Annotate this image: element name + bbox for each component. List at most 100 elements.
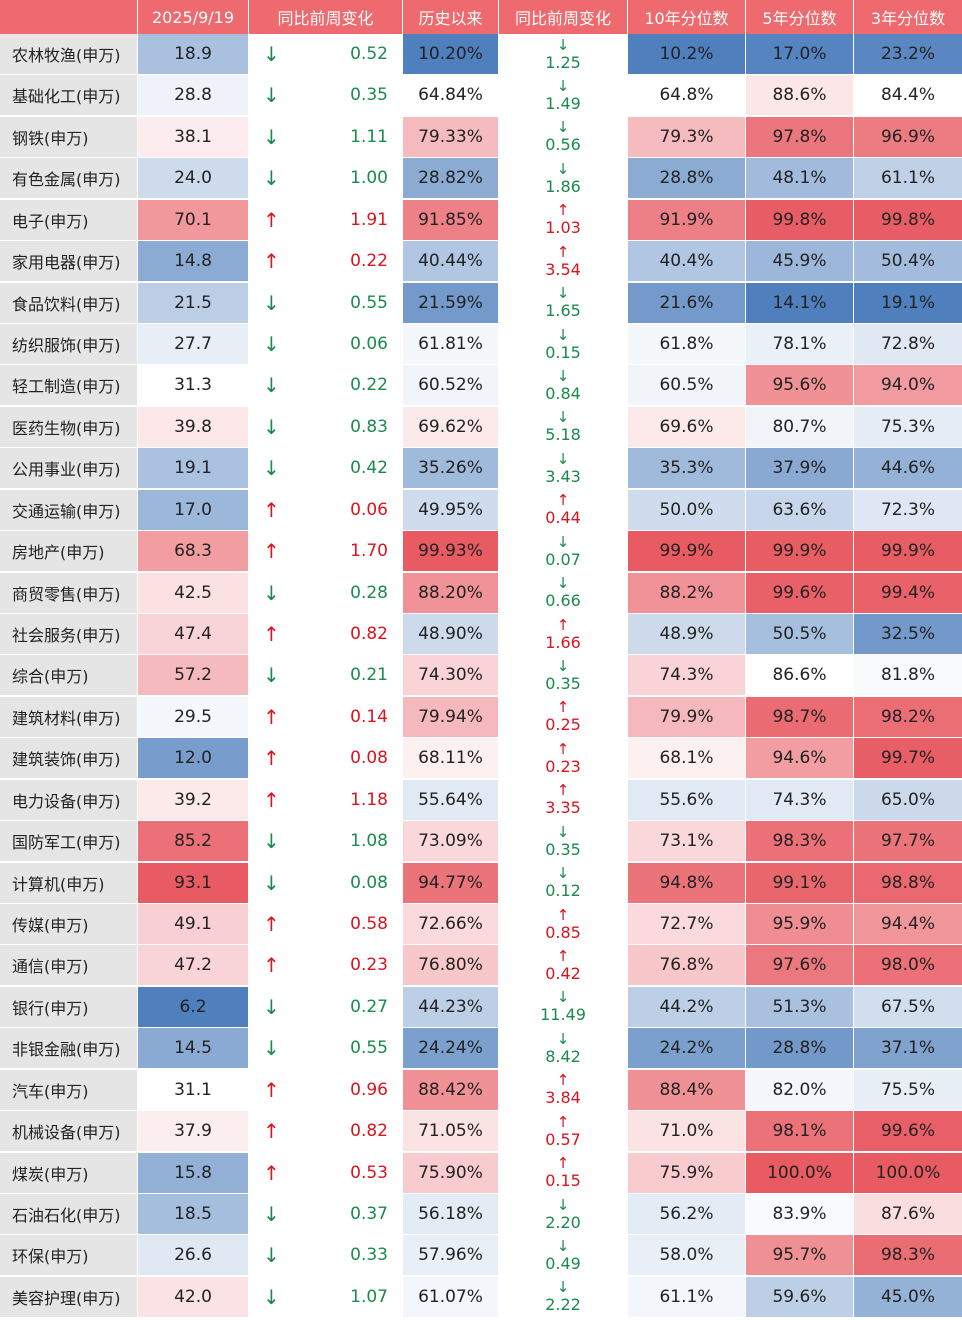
up-arrow-icon: ↑ bbox=[263, 787, 280, 812]
percentile-10y-cell: 48.9% bbox=[628, 614, 745, 655]
weekly-change-value: 0.52 bbox=[350, 44, 388, 64]
percentile-10y-cell: 74.3% bbox=[628, 655, 745, 696]
industry-name: 煤炭(申万) bbox=[0, 1152, 137, 1193]
history-percentile-cell: 88.20% bbox=[403, 572, 498, 613]
weekly-change-value: 0.06 bbox=[350, 499, 388, 520]
percentile-3y-cell: 99.9% bbox=[854, 531, 962, 572]
weekly-change-value: 1.00 bbox=[350, 168, 388, 189]
table-row: 公用事业(申万) 19.1 ↓ 0.42 35.26% ↓ 3.43 35.3% 37.9% 44… bbox=[0, 448, 962, 489]
percentile-change-cell: ↓ 1.25 bbox=[499, 34, 627, 74]
pe-value-cell: 14.8 bbox=[138, 241, 248, 282]
up-arrow-icon: ↑ bbox=[263, 912, 280, 937]
pe-value-cell: 24.0 bbox=[138, 158, 248, 199]
percentile-10y-cell: 75.9% bbox=[628, 1152, 745, 1193]
history-percentile-cell: 55.64% bbox=[403, 779, 498, 820]
percentile-10y-cell: 56.2% bbox=[628, 1194, 745, 1235]
table-row: 基础化工(申万) 28.8 ↓ 0.35 64.84% ↓ 1.49 64.8% 88.6% 84… bbox=[0, 75, 962, 116]
pe-value-cell: 49.1 bbox=[138, 904, 248, 945]
percentile-3y-cell: 75.5% bbox=[854, 1069, 962, 1110]
weekly-change-value: 0.08 bbox=[350, 748, 388, 769]
industry-name: 综合(申万) bbox=[0, 655, 137, 696]
up-arrow-icon: ↑ bbox=[556, 946, 570, 965]
percentile-3y-cell: 87.6% bbox=[854, 1194, 962, 1235]
percentile-change-value: 1.86 bbox=[545, 176, 581, 196]
percentile-change-value: 1.03 bbox=[545, 218, 581, 238]
table-row: 电力设备(申万) 39.2 ↑ 1.18 55.64% ↑ 3.35 55.6% 74.3% 65… bbox=[0, 779, 962, 821]
history-percentile-cell: 49.95% bbox=[403, 489, 498, 530]
pe-value-cell: 38.1 bbox=[138, 116, 248, 157]
weekly-change-value: 0.83 bbox=[350, 416, 388, 437]
percentile-3y-cell: 72.8% bbox=[854, 324, 962, 364]
up-arrow-icon: ↑ bbox=[556, 781, 570, 800]
industry-name: 农林牧渔(申万) bbox=[0, 34, 137, 74]
pe-value-cell: 93.1 bbox=[138, 862, 248, 903]
percentile-change-value: 1.66 bbox=[545, 632, 581, 652]
up-arrow-icon: ↑ bbox=[556, 242, 570, 261]
percentile-change-cell: ↓ 0.12 bbox=[499, 863, 627, 903]
industry-name: 商贸零售(申万) bbox=[0, 572, 137, 613]
industry-name: 汽车(申万) bbox=[0, 1069, 137, 1110]
percentile-5y-cell: 82.0% bbox=[746, 1069, 853, 1110]
weekly-change-value: 0.55 bbox=[350, 1038, 388, 1059]
pe-value-cell: 27.7 bbox=[138, 324, 248, 364]
percentile-change-cell: ↓ 3.43 bbox=[499, 448, 627, 488]
percentile-change-value: 0.25 bbox=[545, 715, 581, 735]
percentile-change-cell: ↓ 1.65 bbox=[499, 283, 627, 323]
pe-value-cell: 39.2 bbox=[138, 779, 248, 820]
down-arrow-icon: ↓ bbox=[556, 118, 570, 137]
percentile-change-value: 0.12 bbox=[545, 881, 581, 901]
percentile-change-cell: ↓ 2.20 bbox=[499, 1194, 627, 1234]
pe-value-cell: 14.5 bbox=[138, 1028, 248, 1069]
table-row: 建筑材料(申万) 29.5 ↑ 0.14 79.94% ↑ 0.25 79.9% 98.7% 98… bbox=[0, 696, 962, 738]
history-percentile-cell: 56.18% bbox=[403, 1194, 498, 1235]
pe-value-cell: 26.6 bbox=[138, 1235, 248, 1276]
down-arrow-icon: ↓ bbox=[263, 373, 280, 398]
history-percentile-cell: 61.81% bbox=[403, 324, 498, 364]
weekly-change-value: 0.42 bbox=[350, 458, 388, 479]
weekly-change-value: 0.37 bbox=[350, 1204, 388, 1225]
percentile-5y-cell: 97.8% bbox=[746, 116, 853, 157]
pe-value-cell: 31.3 bbox=[138, 365, 248, 406]
percentile-5y-cell: 88.6% bbox=[746, 75, 853, 116]
up-arrow-icon: ↑ bbox=[556, 491, 570, 510]
history-percentile-cell: 99.93% bbox=[403, 531, 498, 572]
percentile-10y-cell: 88.2% bbox=[628, 572, 745, 613]
industry-name: 基础化工(申万) bbox=[0, 75, 137, 116]
percentile-change-cell: ↑ 3.84 bbox=[499, 1070, 627, 1110]
column-header: 5年分位数 bbox=[746, 0, 853, 34]
percentile-change-value: 3.35 bbox=[545, 798, 581, 818]
pe-value-cell: 29.5 bbox=[138, 696, 248, 737]
percentile-change-value: 0.23 bbox=[545, 756, 581, 776]
weekly-change-value: 0.96 bbox=[350, 1079, 388, 1100]
percentile-10y-cell: 64.8% bbox=[628, 75, 745, 116]
industry-name: 非银金融(申万) bbox=[0, 1028, 137, 1069]
pe-value-cell: 37.9 bbox=[138, 1111, 248, 1152]
weekly-change-value: 1.07 bbox=[350, 1286, 388, 1307]
table-row: 医药生物(申万) 39.8 ↓ 0.83 69.62% ↓ 5.18 69.6% 80.7% 75… bbox=[0, 406, 962, 448]
percentile-5y-cell: 63.6% bbox=[746, 489, 853, 530]
percentile-5y-cell: 83.9% bbox=[746, 1194, 853, 1235]
percentile-10y-cell: 69.6% bbox=[628, 406, 745, 447]
industry-name: 社会服务(申万) bbox=[0, 614, 137, 655]
industry-name: 纺织服饰(申万) bbox=[0, 324, 137, 364]
percentile-10y-cell: 35.3% bbox=[628, 448, 745, 489]
percentile-5y-cell: 94.6% bbox=[746, 738, 853, 779]
up-arrow-icon: ↑ bbox=[263, 622, 280, 647]
percentile-change-cell: ↑ 1.03 bbox=[499, 200, 627, 240]
industry-name: 通信(申万) bbox=[0, 945, 137, 986]
up-arrow-icon: ↑ bbox=[263, 1160, 280, 1185]
down-arrow-icon: ↓ bbox=[263, 1202, 280, 1227]
column-header: 2025/9/19 bbox=[138, 0, 248, 34]
percentile-change-cell: ↑ 3.35 bbox=[499, 780, 627, 820]
percentile-change-cell: ↓ 11.49 bbox=[499, 987, 627, 1027]
percentile-change-value: 2.20 bbox=[545, 1212, 581, 1232]
percentile-10y-cell: 76.8% bbox=[628, 945, 745, 986]
down-arrow-icon: ↓ bbox=[556, 1278, 570, 1297]
percentile-change-value: 5.18 bbox=[545, 425, 581, 445]
weekly-change-value: 0.08 bbox=[350, 872, 388, 893]
history-percentile-cell: 48.90% bbox=[403, 614, 498, 655]
industry-name: 轻工制造(申万) bbox=[0, 365, 137, 406]
industry-name: 国防军工(申万) bbox=[0, 821, 137, 862]
column-header bbox=[0, 0, 137, 34]
up-arrow-icon: ↑ bbox=[556, 698, 570, 717]
